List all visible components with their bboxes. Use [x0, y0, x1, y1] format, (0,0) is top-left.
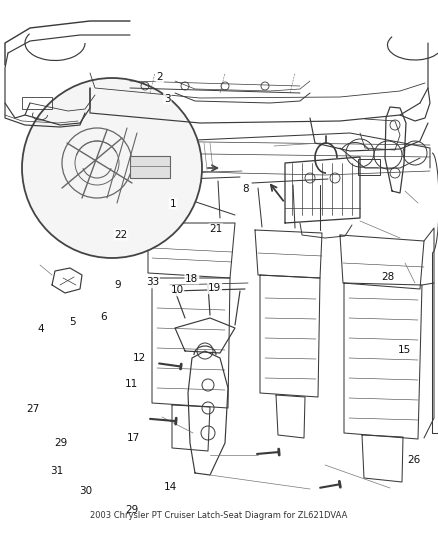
Text: 11: 11: [125, 379, 138, 389]
Text: 2003 Chrysler PT Cruiser Latch-Seat Diagram for ZL621DVAA: 2003 Chrysler PT Cruiser Latch-Seat Diag…: [90, 511, 348, 520]
Bar: [22, 97, 52, 109]
Text: 12: 12: [133, 353, 146, 363]
Text: 30: 30: [79, 486, 92, 496]
Bar: [130, 156, 170, 178]
Text: 1: 1: [170, 199, 177, 208]
Text: 33: 33: [146, 278, 159, 287]
Text: 22: 22: [114, 230, 127, 239]
Text: 21: 21: [209, 224, 223, 234]
Circle shape: [22, 78, 202, 258]
Text: 29: 29: [54, 438, 67, 448]
Text: 18: 18: [185, 274, 198, 284]
Text: 2: 2: [156, 72, 163, 82]
Text: 15: 15: [398, 345, 411, 355]
Text: 31: 31: [50, 466, 64, 475]
Text: 19: 19: [208, 284, 221, 293]
Text: 4: 4: [37, 325, 44, 334]
Text: 10: 10: [170, 286, 184, 295]
Text: 27: 27: [26, 405, 39, 414]
Text: 28: 28: [381, 272, 395, 281]
Text: 17: 17: [127, 433, 140, 443]
Text: 29: 29: [125, 505, 138, 514]
Text: 14: 14: [164, 482, 177, 491]
Text: 26: 26: [407, 455, 420, 465]
Text: 8: 8: [242, 184, 249, 193]
Text: 6: 6: [100, 312, 107, 321]
Text: 3: 3: [164, 94, 171, 103]
Text: 5: 5: [69, 317, 76, 327]
Text: 9: 9: [114, 280, 121, 289]
Bar: [358, 159, 380, 175]
